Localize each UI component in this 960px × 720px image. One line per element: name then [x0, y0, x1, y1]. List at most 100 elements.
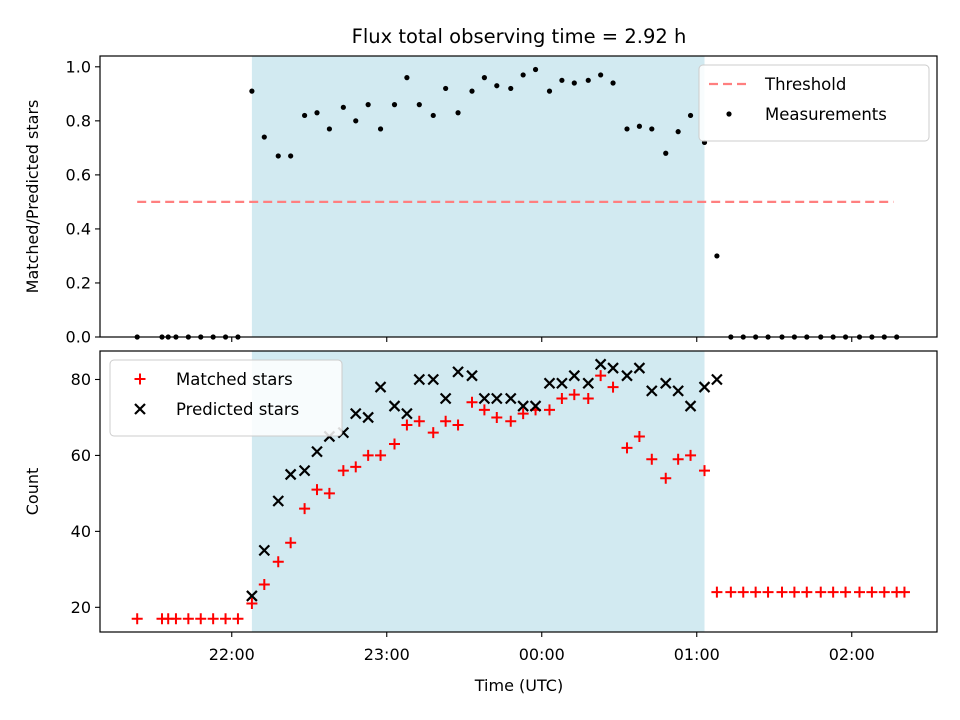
predicted-stars-point [374, 381, 387, 393]
measurements-point [430, 112, 436, 119]
x-tick-label: 22:00 [209, 645, 255, 664]
predicted-stars-point [582, 377, 595, 390]
matched-stars-point [350, 461, 362, 473]
predicted-stars-point [401, 407, 413, 420]
predicted-stars-point [556, 377, 568, 390]
measurements-point [571, 80, 577, 86]
y-tick-label: 60 [71, 446, 91, 465]
y-tick-label: 0.6 [66, 165, 91, 184]
legend-label: Threshold [764, 75, 846, 94]
matched-stars-point [131, 613, 143, 625]
measurements-point [275, 153, 281, 159]
legend-box [698, 64, 930, 142]
y-tick-label: 80 [71, 370, 91, 389]
measurements-point [624, 126, 630, 132]
measurements-point [598, 72, 604, 78]
measurements-point [314, 110, 320, 116]
measurements-point [340, 104, 346, 110]
predicted-stars-point [659, 377, 672, 390]
predicted-stars-point [452, 366, 464, 378]
measurements-point [546, 88, 553, 94]
matched-stars-point [672, 453, 684, 465]
matched-stars-point [866, 586, 878, 598]
matched-stars-point [285, 537, 297, 549]
x-tick-label: 00:00 [519, 645, 565, 664]
measurements-point [663, 150, 669, 156]
predicted-stars-point [258, 544, 271, 557]
predicted-stars-point [621, 369, 633, 382]
chart-title: Flux total observing time = 2.92 h [352, 25, 687, 48]
matched-stars-point [182, 613, 194, 625]
measurements-point [610, 80, 616, 86]
y-tick-label: 1.0 [66, 57, 91, 76]
y-axis-title: Matched/Predicted stars [23, 100, 42, 294]
matched-stars-point [544, 404, 555, 416]
matched-stars-point [362, 449, 374, 461]
measurements-point [353, 118, 359, 124]
observing-window-span [251, 56, 705, 337]
legend-label: Matched stars [176, 370, 293, 389]
matched-stars-point [788, 586, 800, 598]
matched-stars-point [815, 586, 827, 598]
predicted-stars-point [594, 358, 607, 371]
predicted-stars-point [568, 369, 581, 382]
matched-stars-point [517, 408, 529, 420]
matched-stars-point [207, 613, 219, 625]
predicted-stars-point [272, 495, 285, 507]
matched-stars-point [389, 438, 400, 450]
predicted-stars-point [607, 362, 619, 374]
measurements-point [494, 83, 500, 89]
matched-stars-point [827, 586, 839, 598]
matched-stars-point [762, 586, 774, 598]
matched-stars-point [452, 419, 464, 431]
legend-predicted-stars-swatch [134, 403, 146, 415]
legend-label: Measurements [765, 105, 887, 124]
matched-stars-point [440, 415, 452, 427]
matched-stars-point [582, 392, 594, 404]
measurements-point [443, 85, 449, 92]
measurements-point [469, 88, 475, 94]
count-panel: 20 40 60 80 22:00 23:00 00:00 01:00 02:00 Count Ma… [23, 350, 938, 664]
predicted-stars-point [646, 385, 658, 397]
measurements-point [687, 112, 694, 119]
measurements-point [288, 153, 294, 159]
y-tick-label: 0.4 [66, 219, 91, 238]
matched-stars-point [401, 419, 413, 431]
measurements-point [481, 75, 487, 81]
predicted-stars-point [349, 407, 362, 420]
legend-box [109, 359, 343, 437]
matched-stars-point [595, 370, 607, 382]
legend-matched-stars-swatch [134, 373, 146, 385]
plot-frame [99, 350, 938, 633]
predicted-stars-point [427, 373, 440, 386]
x-tick-label: 01:00 [674, 645, 720, 664]
predicted-stars-point [633, 362, 646, 374]
measurements-point [261, 134, 267, 140]
predicted-stars-point [711, 373, 723, 386]
predicted-stars-point [529, 400, 542, 412]
plot-frame [99, 55, 938, 338]
matched-stars-point [246, 598, 258, 610]
x-tick-label: 02:00 [829, 645, 875, 664]
predicted-stars-point [439, 392, 452, 405]
matched-stars-point [646, 453, 658, 465]
predicted-stars-point [362, 411, 374, 424]
predicted-stars-point [298, 464, 311, 477]
matched-stars-point [478, 404, 490, 416]
y-tick-label: 0.8 [66, 111, 91, 130]
measurements-point [377, 126, 384, 132]
y-axis-title: Count [23, 468, 42, 516]
measurements-point [391, 102, 398, 108]
measurements-point [416, 102, 422, 108]
measurements-point [636, 123, 643, 129]
predicted-stars-point [284, 468, 297, 481]
matched-stars-point [607, 381, 619, 393]
matched-stars-point [776, 586, 788, 598]
matched-stars-point [491, 411, 503, 423]
matched-stars-point [801, 586, 813, 598]
legend-measurements-swatch [726, 111, 732, 117]
measurements-point [455, 110, 461, 116]
measurements-point [404, 75, 410, 81]
predicted-stars-point [246, 590, 258, 602]
